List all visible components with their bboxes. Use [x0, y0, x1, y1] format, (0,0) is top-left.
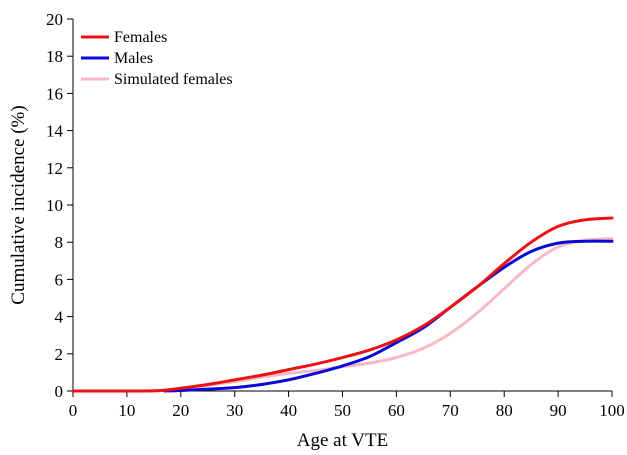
- y-tick-label: 18: [46, 47, 63, 66]
- x-tick-label: 0: [69, 401, 78, 420]
- y-tick-label: 16: [46, 84, 63, 103]
- x-tick-label: 50: [334, 401, 351, 420]
- y-tick-label: 4: [55, 308, 64, 327]
- x-tick-label: 10: [118, 401, 135, 420]
- x-tick-label: 20: [172, 401, 189, 420]
- x-tick-label: 80: [496, 401, 513, 420]
- series-lines: [71, 216, 614, 393]
- x-tick-label: 60: [388, 401, 405, 420]
- x-tick-label: 30: [226, 401, 243, 420]
- y-ticks: 0 2 4 6 8 10 12 14 16 18 20: [46, 10, 73, 401]
- series-line-males: [163, 239, 614, 393]
- x-tick-label: 70: [442, 401, 459, 420]
- y-tick-label: 6: [55, 270, 64, 289]
- x-tick-label: 100: [599, 401, 625, 420]
- y-tick-label: 2: [55, 345, 64, 364]
- y-tick-label: 0: [55, 382, 64, 401]
- legend: Females Males Simulated females: [81, 29, 233, 88]
- y-tick-label: 20: [46, 10, 63, 29]
- legend-label-simulated-females: Simulated females: [114, 71, 233, 88]
- y-tick-label: 8: [55, 233, 64, 252]
- y-tick-label: 10: [46, 196, 63, 215]
- legend-label-females: Females: [114, 29, 167, 46]
- x-ticks: 0 10 20 30 40 50 60 70 80 90 100: [69, 391, 625, 420]
- y-tick-label: 12: [46, 159, 63, 178]
- y-axis-title: Cumulative incidence (%): [8, 105, 29, 304]
- series-line-females: [71, 216, 614, 393]
- legend-label-males: Males: [114, 50, 153, 67]
- x-tick-label: 90: [550, 401, 567, 420]
- x-axis-title: Age at VTE: [297, 430, 388, 451]
- x-tick-label: 40: [280, 401, 297, 420]
- series-line-simulated-females: [71, 236, 614, 393]
- y-tick-label: 14: [46, 122, 64, 141]
